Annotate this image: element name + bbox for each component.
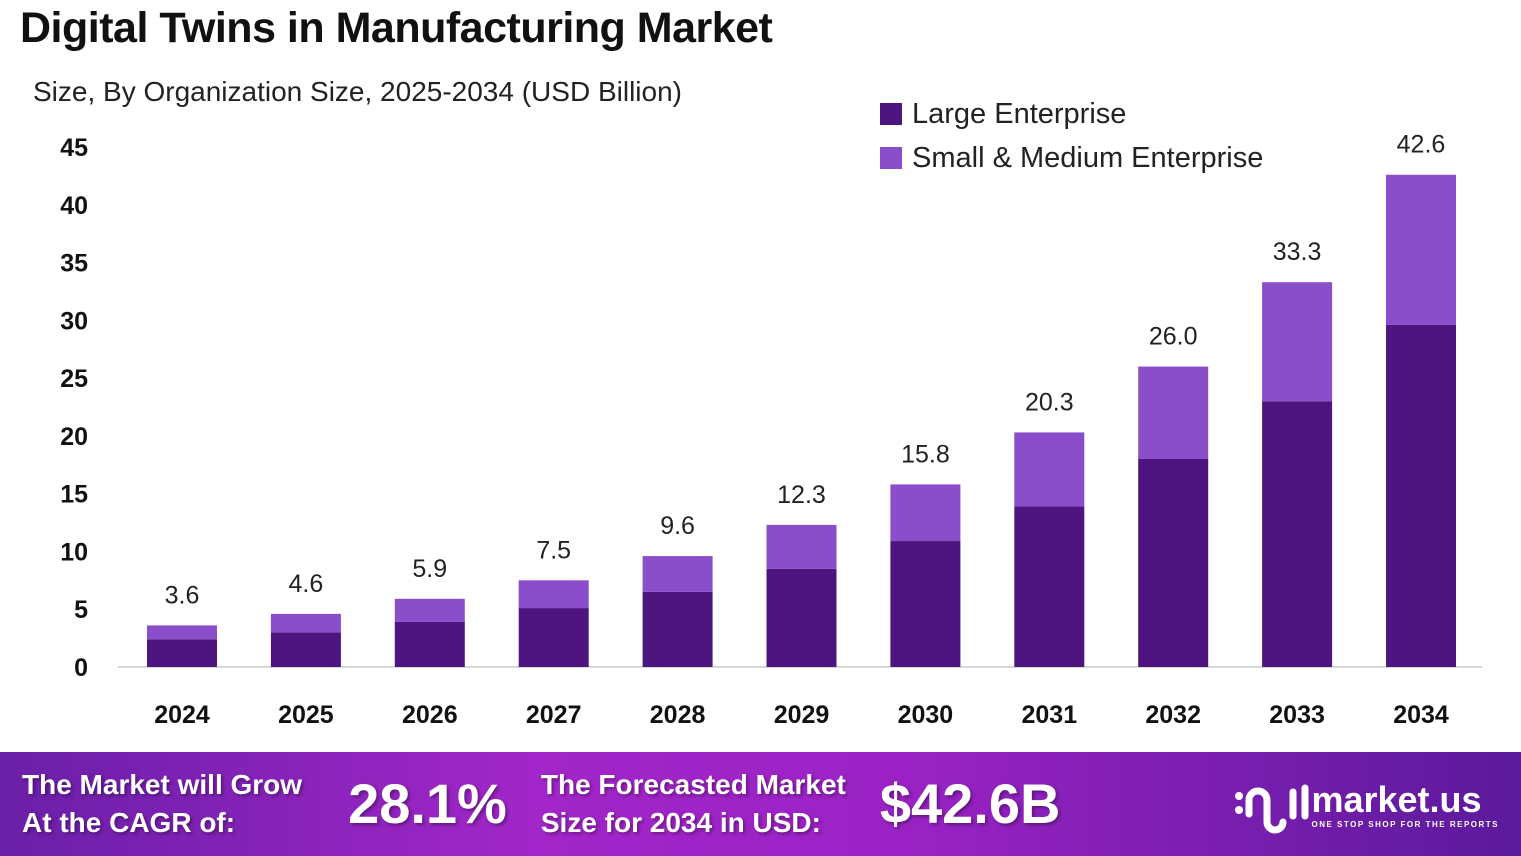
- forecast-label: The Forecasted Market Size for 2034 in U…: [541, 766, 846, 842]
- total-label: 12.3: [777, 481, 826, 509]
- bar-sme: [270, 613, 341, 633]
- y-tick-label: 15: [60, 481, 88, 509]
- total-label: 26.0: [1149, 323, 1198, 351]
- total-label: 20.3: [1025, 388, 1074, 416]
- bar-sme: [394, 598, 465, 622]
- total-label: 33.3: [1273, 238, 1322, 266]
- bar-large-enterprise: [1262, 401, 1333, 667]
- y-tick-label: 45: [60, 134, 88, 162]
- bar-large-enterprise: [1138, 459, 1209, 667]
- footer-banner: The Market will Grow At the CAGR of: 28.…: [0, 752, 1521, 856]
- logo-tagline: ONE STOP SHOP FOR THE REPORTS: [1311, 819, 1499, 829]
- legend-item-sme: Small & Medium Enterprise: [880, 136, 1263, 180]
- bar-large-enterprise: [270, 632, 341, 667]
- logo-icon: [1235, 784, 1309, 834]
- x-tick-label: 2030: [898, 701, 954, 729]
- bar-sme: [1014, 432, 1085, 507]
- cagr-label-line1: The Market will Grow: [22, 769, 303, 800]
- bar-chart: 0510152025303540453.620244.620255.920267…: [60, 131, 1482, 729]
- total-label: 3.6: [165, 581, 200, 609]
- x-tick-label: 2027: [526, 701, 582, 729]
- x-tick-label: 2028: [650, 701, 706, 729]
- y-tick-label: 0: [74, 654, 88, 682]
- legend: Large Enterprise Small & Medium Enterpri…: [880, 92, 1263, 180]
- total-label: 9.6: [660, 512, 695, 540]
- bar-sme: [147, 625, 217, 640]
- x-tick-label: 2026: [402, 701, 458, 729]
- bar-sme: [1386, 174, 1456, 325]
- total-label: 7.5: [536, 536, 571, 564]
- cagr-value: 28.1%: [348, 772, 507, 835]
- bar-large-enterprise: [766, 568, 837, 667]
- bar-sme: [1138, 366, 1209, 459]
- bar-sme: [1262, 282, 1333, 402]
- bar-large-enterprise: [518, 608, 589, 667]
- legend-item-large: Large Enterprise: [880, 92, 1263, 136]
- bar-sme: [766, 524, 837, 569]
- x-tick-label: 2024: [154, 701, 210, 729]
- bar-large-enterprise: [394, 621, 465, 667]
- legend-swatch-sme: [880, 147, 902, 169]
- x-tick-label: 2033: [1269, 701, 1325, 729]
- x-tick-label: 2029: [774, 701, 830, 729]
- bar-sme: [890, 484, 961, 542]
- legend-swatch-large: [880, 103, 902, 125]
- forecast-label-line2: Size for 2034 in USD:: [540, 807, 821, 838]
- cagr-label-line2: At the CAGR of:: [22, 807, 236, 838]
- total-label: 42.6: [1397, 131, 1446, 159]
- total-label: 4.6: [289, 570, 324, 598]
- y-tick-label: 5: [74, 596, 88, 624]
- bar-sme: [518, 580, 589, 609]
- total-label: 15.8: [901, 440, 950, 468]
- bar-large-enterprise: [1014, 506, 1085, 667]
- logo-text: market.us: [1311, 778, 1482, 820]
- y-tick-label: 20: [60, 423, 88, 451]
- legend-label-large: Large Enterprise: [912, 97, 1127, 130]
- total-label: 5.9: [412, 555, 447, 583]
- chart-subtitle: Size, By Organization Size, 2025-2034 (U…: [33, 76, 682, 107]
- x-tick-label: 2032: [1145, 701, 1201, 729]
- y-tick-label: 40: [60, 192, 88, 220]
- market-us-logo: market.us ONE STOP SHOP FOR THE REPORTS: [1231, 774, 1499, 834]
- y-tick-label: 10: [60, 538, 88, 566]
- x-tick-label: 2031: [1021, 701, 1077, 729]
- bar-large-enterprise: [1386, 324, 1456, 667]
- y-tick-label: 35: [60, 250, 88, 278]
- bar-large-enterprise: [890, 541, 961, 667]
- bar-large-enterprise: [642, 591, 713, 667]
- x-tick-label: 2034: [1393, 701, 1449, 729]
- bar-large-enterprise: [147, 639, 217, 667]
- bar-sme: [642, 556, 713, 592]
- forecast-value: $42.6B: [879, 772, 1061, 835]
- legend-label-sme: Small & Medium Enterprise: [912, 141, 1264, 174]
- chart-title: Digital Twins in Manufacturing Market: [20, 4, 773, 52]
- y-tick-label: 30: [60, 307, 88, 335]
- cagr-label: The Market will Grow At the CAGR of:: [22, 766, 302, 842]
- y-tick-label: 25: [60, 365, 88, 393]
- x-tick-label: 2025: [278, 701, 334, 729]
- forecast-label-line1: The Forecasted Market: [540, 769, 846, 800]
